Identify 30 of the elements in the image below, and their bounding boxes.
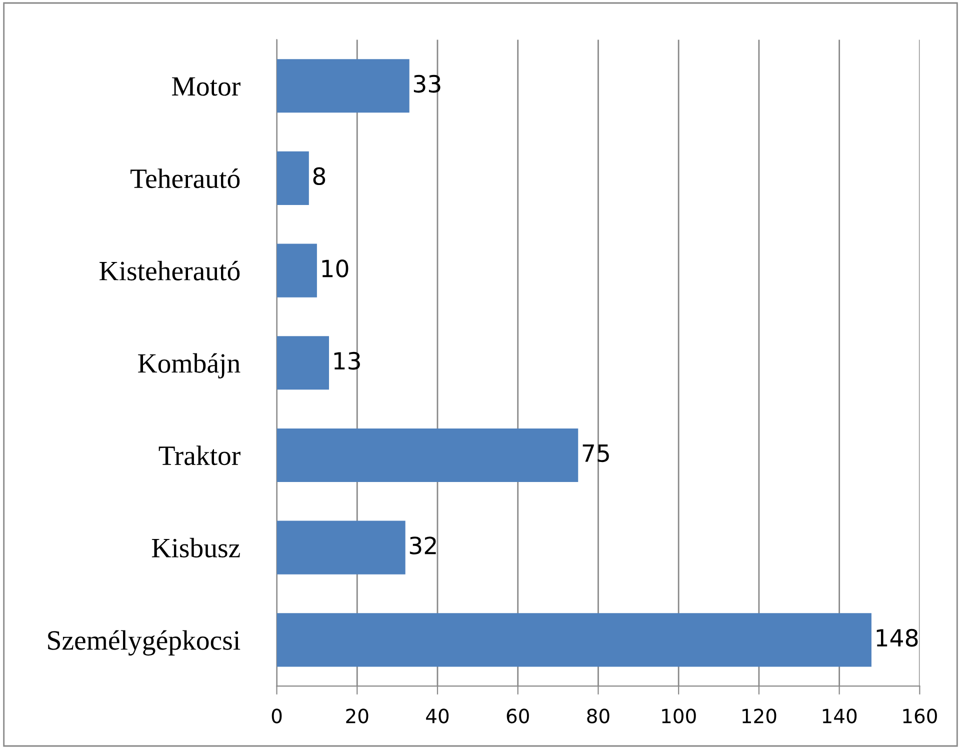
x-tick-label: 20 — [346, 708, 368, 724]
x-tick-label: 40 — [426, 708, 449, 724]
x-tick-label: 160 — [903, 708, 937, 724]
data-label: 13 — [334, 352, 360, 370]
x-tick-label: 80 — [587, 708, 610, 724]
bar — [276, 59, 410, 113]
x-tick-label: 0 — [272, 708, 282, 724]
x-tick-label: 140 — [822, 708, 857, 724]
y-tick-label: Kisteherautó — [100, 260, 240, 280]
bar — [276, 520, 406, 574]
data-label: 148 — [876, 628, 918, 647]
y-tick-label: Kisbusz — [152, 538, 240, 558]
x-tick-label: 60 — [506, 708, 529, 724]
data-label: 75 — [582, 444, 609, 462]
data-label: 8 — [313, 167, 326, 186]
y-tick-label: Személygépkocsi — [48, 630, 240, 656]
y-tick-label: Teherautó — [130, 168, 240, 188]
y-tick-label: Kombájn — [138, 353, 240, 378]
y-tick-label: Traktor — [158, 446, 240, 466]
bar — [276, 244, 317, 298]
bar — [276, 336, 330, 390]
bar — [276, 151, 309, 205]
x-tick-label: 100 — [662, 708, 696, 724]
data-label: 32 — [410, 536, 436, 554]
x-tick-label: 120 — [742, 708, 776, 724]
y-tick-label: Motor — [172, 77, 240, 96]
data-label: 33 — [414, 74, 440, 93]
data-label: 10 — [322, 260, 348, 278]
bar — [276, 613, 872, 667]
bar — [276, 428, 578, 482]
